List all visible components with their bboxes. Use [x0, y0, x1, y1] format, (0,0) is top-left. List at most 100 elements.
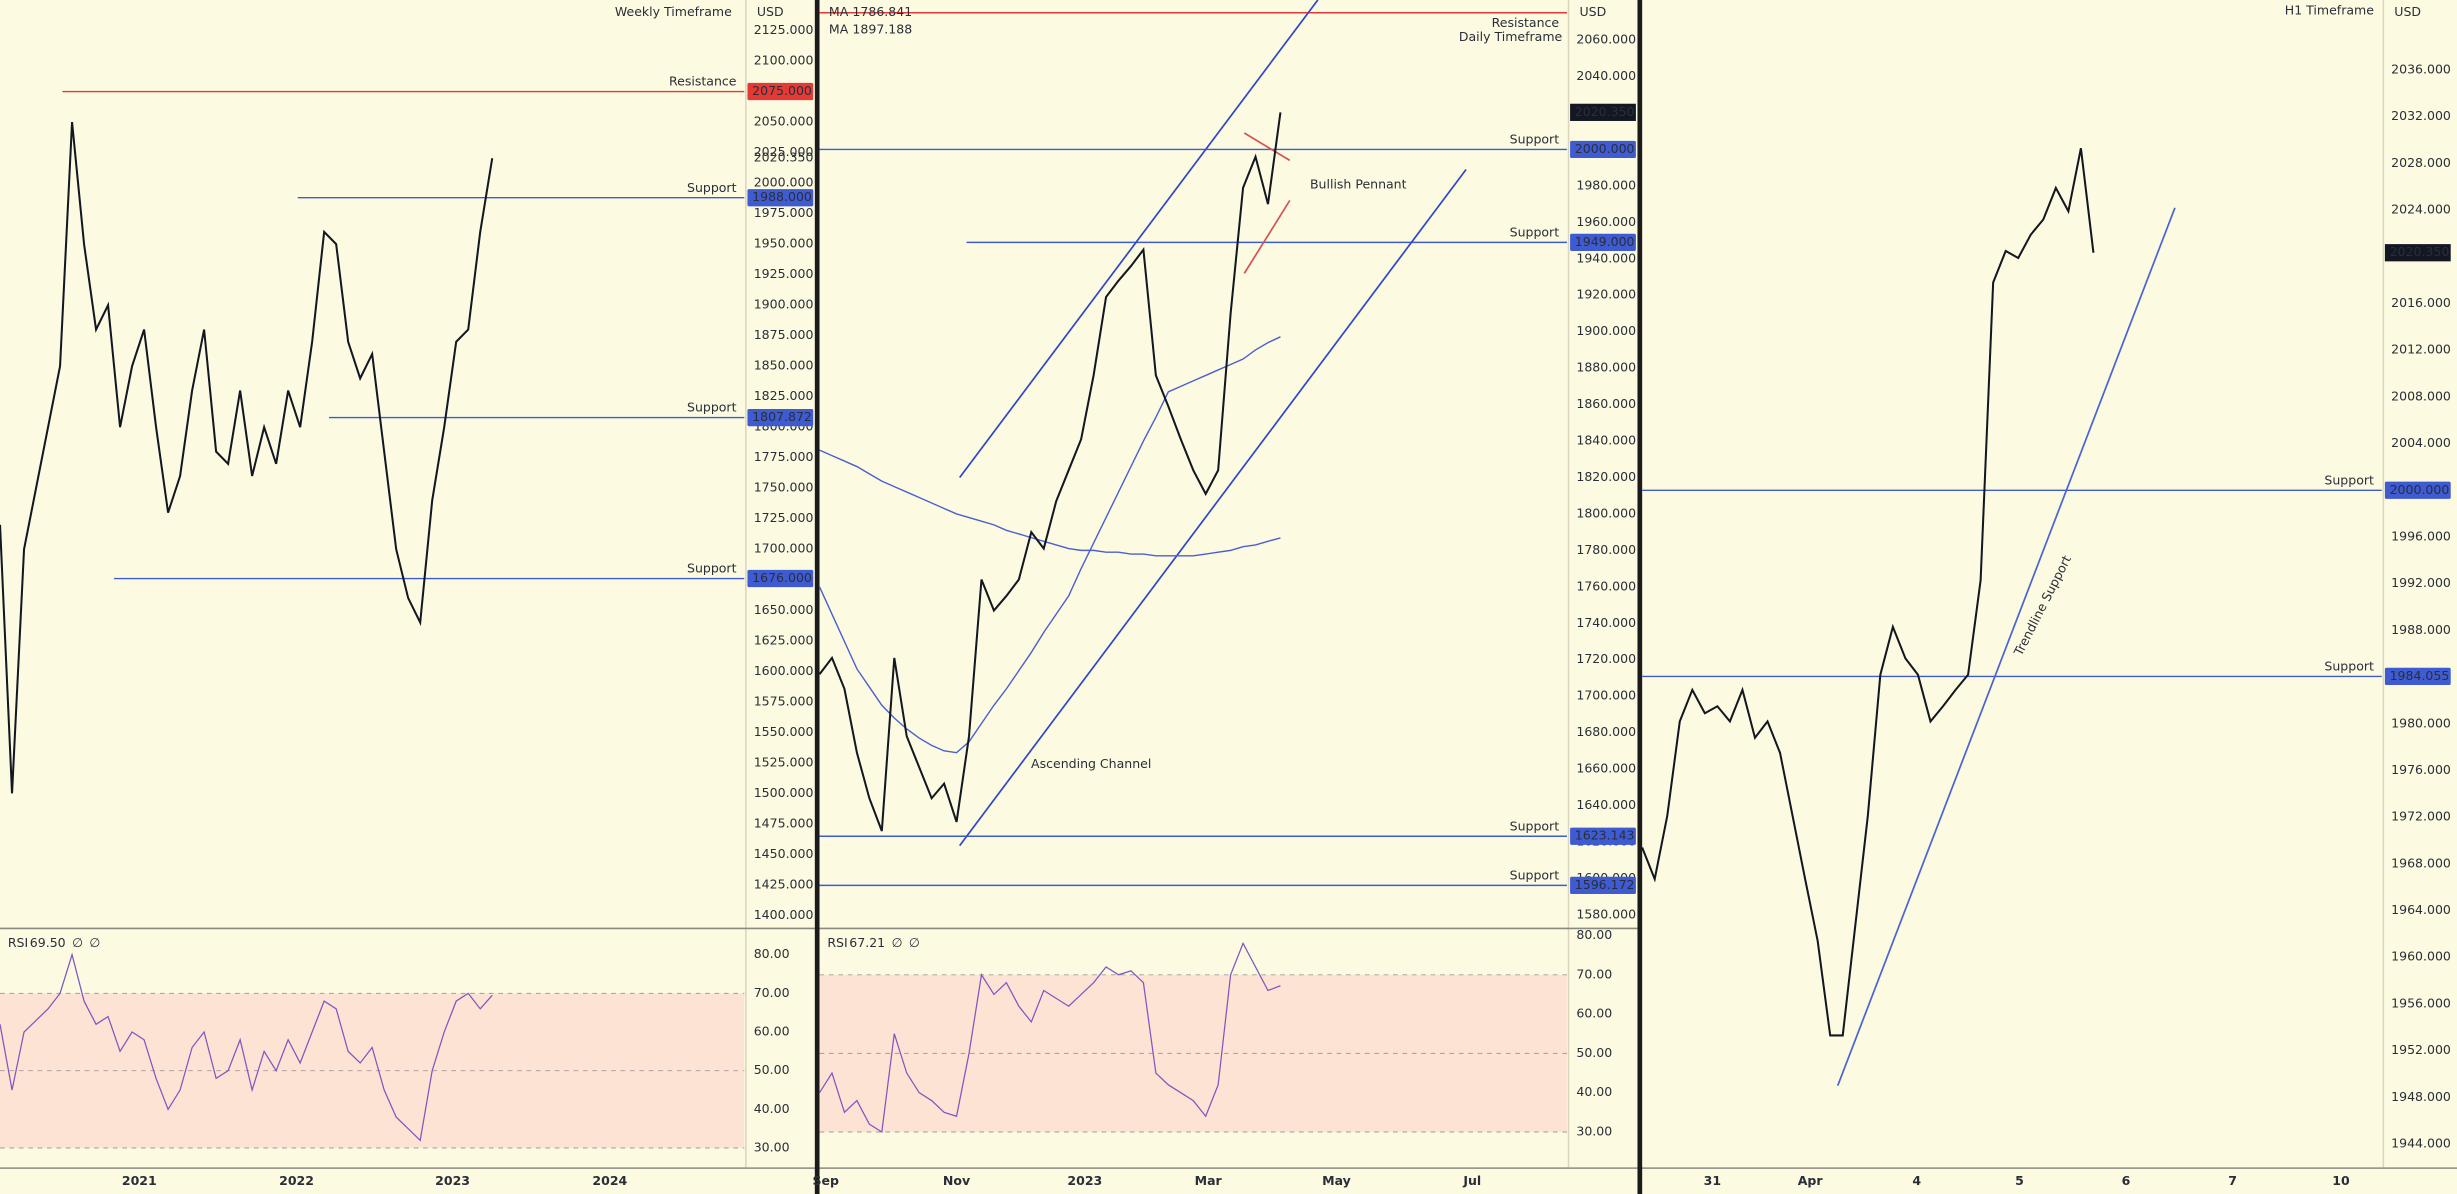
y-tick-label: 50.00: [1576, 1045, 1612, 1060]
level-badge: [747, 569, 814, 588]
ma-value: 1897.188: [852, 21, 912, 36]
y-tick-label: 1900.000: [754, 297, 814, 312]
level-name: Resistance: [1492, 15, 1560, 30]
currency-label: USD: [2394, 4, 2421, 19]
rsi-band: [819, 974, 1567, 1132]
y-tick-label: 1940.000: [1576, 250, 1636, 265]
level-badge-label: 1676.000: [752, 570, 812, 585]
y-tick-label: 1780.000: [1576, 542, 1636, 557]
last-price-label: 2020.350: [2390, 244, 2450, 259]
x-tick-label: 2024: [592, 1173, 627, 1188]
x-tick-label: Sep: [813, 1173, 840, 1188]
y-tick-label: 2025.000: [754, 144, 814, 159]
y-tick-label: 2008.000: [2391, 388, 2451, 403]
level-badge: [1570, 876, 1636, 895]
y-tick-label: 30.00: [754, 1140, 790, 1155]
y-tick-label: 1840.000: [1576, 433, 1636, 448]
y-tick-label: 2100.000: [754, 53, 814, 68]
y-tick-label: 2060.000: [1576, 32, 1636, 47]
indicator-flag: ∅: [72, 935, 83, 950]
y-tick-label: 1700.000: [1576, 688, 1636, 703]
level-badge: [2384, 481, 2451, 499]
x-tick-label: Apr: [1798, 1173, 1824, 1188]
y-tick-label: 1860.000: [1576, 396, 1636, 411]
y-tick-label: 2050.000: [754, 114, 814, 129]
level-name: Support: [1510, 818, 1560, 833]
y-tick-label: 1425.000: [754, 876, 814, 891]
level-badge: [1570, 233, 1636, 252]
level-badge: [1570, 827, 1636, 845]
level-name: Support: [1510, 224, 1560, 239]
trend-line: [1243, 200, 1291, 274]
x-tick-label: 10: [2332, 1173, 2350, 1188]
level-badge-label: 1988.000: [752, 189, 812, 204]
y-tick-label: 1825.000: [754, 388, 814, 403]
y-tick-label: 1550.000: [754, 724, 814, 739]
ma-name: MA: [829, 4, 849, 19]
indicator-flag: ∅: [892, 935, 903, 950]
y-tick-label: 1944.000: [2391, 1136, 2451, 1151]
y-tick-label: 2028.000: [2391, 155, 2451, 170]
y-tick-label: 1750.000: [754, 480, 814, 495]
y-tick-label: 80.00: [1576, 927, 1612, 942]
ma-name: MA: [829, 21, 849, 36]
y-tick-label: 1625.000: [754, 632, 814, 647]
x-tick-label: 2023: [435, 1173, 470, 1188]
y-tick-label: 1720.000: [1576, 651, 1636, 666]
level-badge-label: 2000.000: [2390, 482, 2450, 497]
trend-line: [1243, 132, 1291, 162]
level-badge-label: 1623.143: [1575, 828, 1635, 843]
y-tick-label: 2032.000: [2391, 108, 2451, 123]
x-tick-label: 31: [1704, 1173, 1721, 1188]
level-name: Support: [687, 400, 737, 415]
y-tick-label: 2000.000: [754, 175, 814, 190]
y-tick-label: 2012.000: [2391, 342, 2451, 357]
x-tick-label: 6: [2122, 1173, 2131, 1188]
y-tick-label: 1740.000: [1576, 615, 1636, 630]
y-tick-label: 1450.000: [754, 846, 814, 861]
currency-label: USD: [757, 4, 784, 19]
last-price-label: 2020.350: [1575, 104, 1635, 119]
x-tick-label: 2021: [122, 1173, 157, 1188]
y-tick-label: 1900.000: [1576, 323, 1636, 338]
y-tick-label: 50.00: [754, 1062, 790, 1077]
price-line: [818, 112, 1282, 832]
level-badge: [747, 408, 814, 427]
y-tick-label: 1875.000: [754, 327, 814, 342]
y-tick-label: 2036.000: [2391, 62, 2451, 77]
y-tick-label: 1988.000: [2391, 622, 2451, 637]
level-badge: [747, 82, 814, 101]
level-name: Resistance: [669, 74, 737, 89]
level-name: Support: [2324, 659, 2374, 674]
y-tick-label: 40.00: [1576, 1084, 1612, 1099]
y-tick-label: 70.00: [1576, 966, 1612, 981]
rsi-line: [0, 952, 493, 1142]
y-tick-label: 1948.000: [2391, 1089, 2451, 1104]
y-tick-label: 60.00: [754, 1024, 790, 1039]
x-tick-label: 5: [2015, 1173, 2024, 1188]
y-tick-label: 40.00: [754, 1101, 790, 1116]
y-tick-label: 1820.000: [1576, 469, 1636, 484]
y-tick-label: 1992.000: [2391, 575, 2451, 590]
y-tick-label: 1850.000: [754, 358, 814, 373]
y-tick-label: 1960.000: [2391, 949, 2451, 964]
ma-value: 1786.841: [852, 4, 912, 19]
y-tick-label: 2004.000: [2391, 435, 2451, 450]
trend-line: [958, 168, 1467, 847]
annotation: Bullish Pennant: [1310, 176, 1407, 191]
level-badge-label: 2075.000: [752, 83, 812, 98]
moving-average: [818, 336, 1281, 754]
timeframe-title: Weekly Timeframe: [615, 4, 732, 19]
y-tick-label: 1525.000: [754, 754, 814, 769]
x-tick-label: 2023: [1067, 1173, 1102, 1188]
y-tick-label: 2040.000: [1576, 68, 1636, 83]
level-badge-label: 2000.000: [1575, 141, 1635, 156]
timeframe-title: H1 Timeframe: [2285, 2, 2374, 17]
level-badge: [1570, 140, 1636, 159]
y-tick-label: 1960.000: [1576, 214, 1636, 229]
level-badge-label: 1596.172: [1575, 877, 1635, 892]
y-tick-label: 1725.000: [754, 510, 814, 525]
level-name: Support: [2324, 472, 2374, 487]
y-tick-label: 1680.000: [1576, 724, 1636, 739]
